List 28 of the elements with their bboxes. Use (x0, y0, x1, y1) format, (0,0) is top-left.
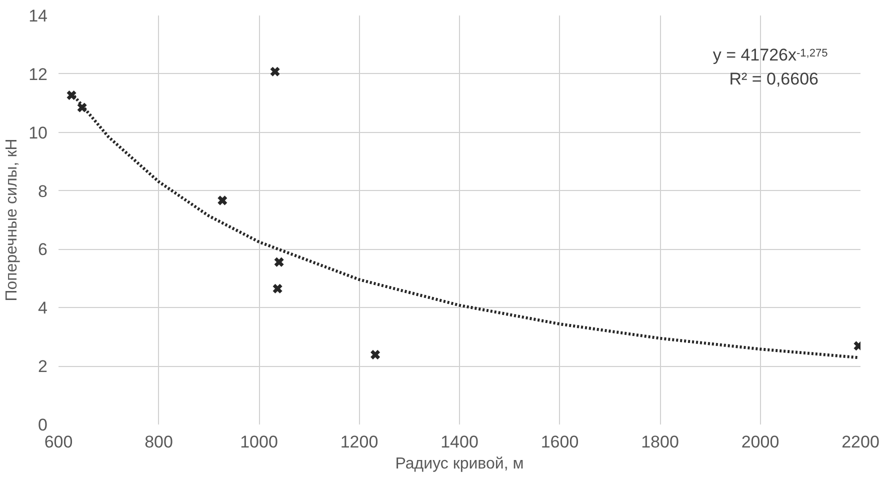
point (76, 102, 88, 113)
point (217, 195, 228, 206)
x-tick-label: 1400 (440, 432, 478, 452)
y-tick-label: 0 (38, 416, 48, 434)
y-tick-label: 8 (38, 182, 48, 201)
y-tick-label: 2 (38, 357, 48, 376)
y-tick-label: 12 (28, 64, 48, 84)
x-tick-label: 1600 (540, 432, 579, 452)
point (370, 349, 381, 360)
x-tick-label: 1800 (641, 432, 679, 452)
x-tick-label: 2200 (842, 432, 880, 452)
x-tick-label: 1200 (340, 432, 378, 452)
y-axis-title: Поперечные силы, кН (4, 138, 21, 302)
x-tick-label: 600 (44, 432, 73, 452)
y-tick-label: 4 (38, 298, 48, 318)
x-tick-label: 800 (144, 432, 173, 452)
point (274, 256, 284, 268)
x-tick-label: 2000 (741, 432, 780, 452)
point (272, 283, 283, 294)
annotation: R² = 0,6606 (729, 70, 819, 88)
x-axis-title: Радиус кривой, м (395, 456, 524, 472)
point (66, 90, 77, 101)
point (270, 66, 280, 77)
y-tick-label: 10 (28, 123, 48, 142)
y-tick-label: 14 (28, 6, 48, 26)
y-tick-label: 6 (38, 240, 48, 260)
line-series (70, 91, 860, 360)
x-tick-label: 1000 (240, 432, 278, 452)
